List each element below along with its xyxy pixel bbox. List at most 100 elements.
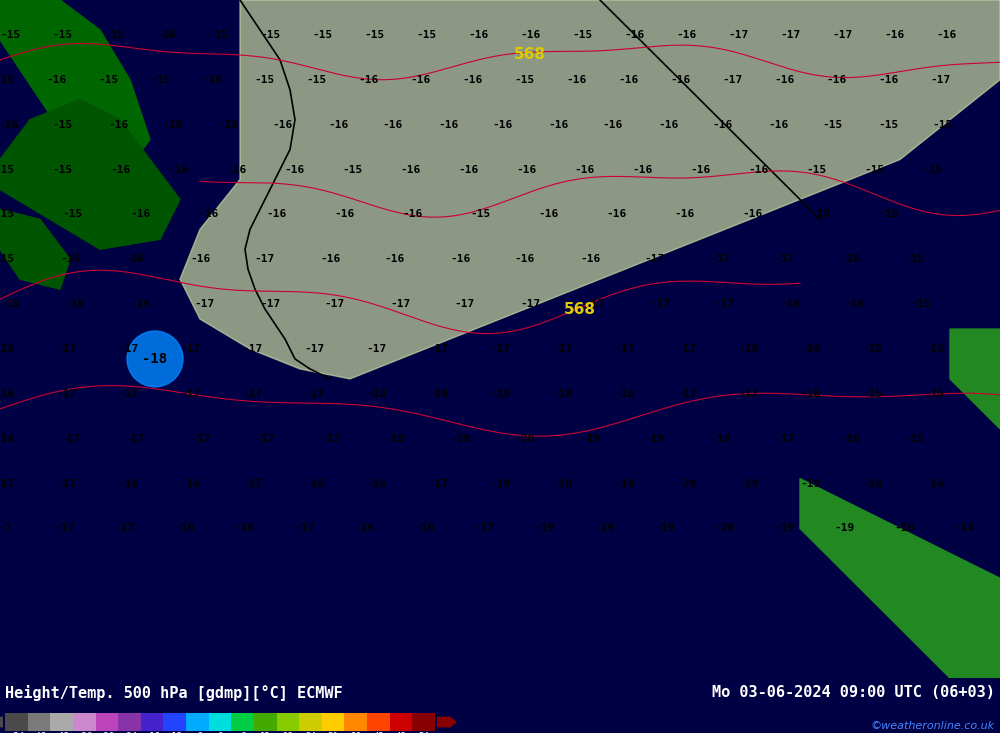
Text: -17: -17: [832, 30, 852, 40]
Text: -18: -18: [615, 388, 635, 399]
Text: -16: -16: [884, 30, 904, 40]
Text: -19: -19: [835, 523, 855, 534]
Text: -16: -16: [775, 75, 795, 85]
Text: -15: -15: [878, 119, 898, 130]
Bar: [50, 713, 73, 731]
Text: -15: -15: [416, 30, 436, 40]
Text: 568: 568: [514, 48, 546, 62]
Text: -48: -48: [31, 732, 47, 733]
Text: -15: -15: [255, 75, 275, 85]
Text: -15: -15: [811, 210, 831, 219]
Text: -18: -18: [491, 388, 511, 399]
Text: -15: -15: [823, 119, 843, 130]
Text: 18: 18: [283, 732, 293, 733]
Text: -16: -16: [801, 344, 821, 354]
Text: -17: -17: [181, 388, 201, 399]
Text: -16: -16: [355, 523, 375, 534]
Text: -16: -16: [411, 75, 431, 85]
Text: -16: -16: [840, 254, 860, 264]
Text: -16: -16: [517, 164, 537, 174]
Text: -16: -16: [749, 164, 769, 174]
Text: -16: -16: [676, 30, 696, 40]
Text: -15: -15: [0, 254, 15, 264]
Text: -16: -16: [0, 388, 15, 399]
Text: -15: -15: [471, 210, 491, 219]
Text: -16: -16: [520, 30, 540, 40]
Text: -16: -16: [827, 75, 847, 85]
Text: -15: -15: [53, 164, 73, 174]
Polygon shape: [800, 479, 1000, 678]
Text: -17: -17: [677, 344, 697, 354]
Text: -19: -19: [775, 523, 795, 534]
Polygon shape: [0, 210, 70, 289]
Bar: [28, 713, 50, 731]
Text: -17: -17: [57, 388, 77, 399]
Text: -17: -17: [305, 344, 325, 354]
Text: -16: -16: [199, 210, 219, 219]
Text: -16: -16: [658, 119, 678, 130]
Text: -16: -16: [768, 119, 788, 130]
Text: -17: -17: [125, 434, 145, 443]
Text: -16: -16: [175, 523, 195, 534]
Text: -18: -18: [144, 732, 160, 733]
Text: -16: -16: [328, 119, 348, 130]
Bar: [163, 713, 186, 731]
Text: -16: -16: [267, 210, 287, 219]
Text: -15: -15: [218, 119, 238, 130]
Bar: [141, 713, 163, 731]
Text: -16: -16: [895, 523, 915, 534]
Text: -16: -16: [131, 210, 151, 219]
Text: -16: -16: [845, 299, 865, 309]
Text: -18: -18: [142, 352, 168, 366]
Text: -16: -16: [47, 75, 67, 85]
Bar: [367, 713, 390, 731]
Text: -15: -15: [104, 30, 124, 40]
Text: -16: -16: [567, 75, 587, 85]
Text: -17: -17: [739, 388, 759, 399]
Text: -16: -16: [619, 75, 639, 85]
Text: -16: -16: [691, 164, 711, 174]
Bar: [412, 713, 435, 731]
Text: -15: -15: [807, 164, 827, 174]
Text: -16: -16: [459, 164, 479, 174]
Text: -15: -15: [260, 30, 280, 40]
Text: -17: -17: [645, 254, 665, 264]
Text: -16: -16: [450, 254, 470, 264]
Text: -17: -17: [429, 344, 449, 354]
FancyArrow shape: [437, 715, 457, 729]
Text: -16: -16: [801, 388, 821, 399]
Text: 54: 54: [418, 732, 429, 733]
Text: -17: -17: [255, 254, 275, 264]
Text: -16: -16: [383, 119, 403, 130]
Text: -15: -15: [572, 30, 592, 40]
Text: -15: -15: [865, 164, 885, 174]
Text: 568: 568: [564, 301, 596, 317]
Bar: [231, 713, 254, 731]
Text: -17: -17: [55, 523, 75, 534]
Text: Mo 03-06-2024 09:00 UTC (06+03): Mo 03-06-2024 09:00 UTC (06+03): [712, 685, 995, 700]
Text: -16: -16: [203, 75, 223, 85]
Text: -16: -16: [401, 164, 421, 174]
Text: -15: -15: [208, 30, 228, 40]
Circle shape: [127, 331, 183, 387]
Text: 48: 48: [396, 732, 406, 733]
Text: -16: -16: [181, 479, 201, 489]
Text: -30: -30: [99, 732, 115, 733]
Text: -17: -17: [520, 299, 540, 309]
Text: -15: -15: [933, 119, 953, 130]
Text: -15: -15: [863, 388, 883, 399]
Text: -16: -16: [925, 479, 945, 489]
Bar: [277, 713, 299, 731]
Text: -16: -16: [539, 210, 559, 219]
Text: -17: -17: [190, 434, 210, 443]
Text: 24: 24: [305, 732, 316, 733]
Text: -16: -16: [743, 210, 763, 219]
Polygon shape: [0, 100, 180, 249]
Bar: [299, 713, 322, 731]
Text: -18: -18: [429, 388, 449, 399]
Text: -15: -15: [0, 210, 15, 219]
FancyArrow shape: [0, 715, 3, 729]
Text: -17: -17: [57, 479, 77, 489]
Text: -16: -16: [65, 299, 85, 309]
Text: -16: -16: [335, 210, 355, 219]
